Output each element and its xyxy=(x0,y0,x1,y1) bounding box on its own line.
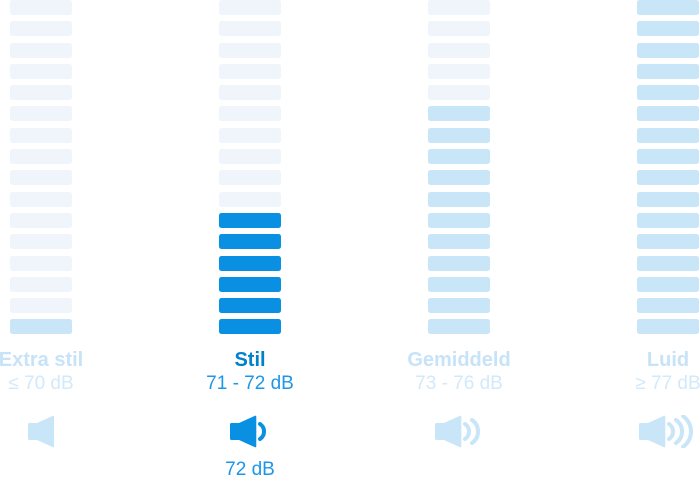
bar-segment-filled xyxy=(219,319,281,335)
bar-segment-filled xyxy=(637,212,699,228)
bar-segment-empty xyxy=(10,255,72,271)
bar-stack xyxy=(219,0,281,335)
bar-segment-filled xyxy=(219,212,281,228)
bar-segment-empty xyxy=(219,170,281,186)
bar-segment-empty xyxy=(219,149,281,165)
bar-segment-filled xyxy=(637,170,699,186)
bar-stack xyxy=(637,0,699,335)
bar-segment-empty xyxy=(10,63,72,79)
bar-segment-filled xyxy=(637,42,699,58)
bar-segment-filled xyxy=(428,212,490,228)
bar-segment-empty xyxy=(10,276,72,292)
column-extra-stil: Extra stil ≤ 70 dB xyxy=(0,0,151,448)
bar-segment-filled xyxy=(637,0,699,15)
bar-segment-filled xyxy=(219,255,281,271)
bar-stack xyxy=(428,0,490,335)
bar-segment-empty xyxy=(10,191,72,207)
bar-segment-filled xyxy=(428,234,490,250)
bar-segment-empty xyxy=(10,21,72,37)
bar-segment-empty xyxy=(10,234,72,250)
bar-segment-empty xyxy=(219,0,281,15)
column-db-range: 73 - 76 dB xyxy=(415,373,503,395)
speaker-0-waves-icon xyxy=(28,415,54,448)
bar-segment-empty xyxy=(219,42,281,58)
bar-segment-filled xyxy=(428,149,490,165)
column-title: Luid xyxy=(646,349,690,372)
column-title: Stil xyxy=(234,349,266,372)
bar-segment-filled xyxy=(219,298,281,314)
speaker-icon xyxy=(434,414,484,448)
bar-segment-empty xyxy=(428,21,490,37)
bar-segment-empty xyxy=(219,191,281,207)
bar-segment-filled xyxy=(428,276,490,292)
speaker-3-waves-icon xyxy=(639,414,694,448)
column-db-range: 71 - 72 dB xyxy=(206,373,294,395)
bar-segment-filled xyxy=(10,319,72,335)
column-title: Extra stil xyxy=(0,349,84,372)
bar-segment-filled xyxy=(637,298,699,314)
bar-segment-filled xyxy=(219,276,281,292)
column-title: Gemiddeld xyxy=(407,349,511,372)
bar-segment-filled xyxy=(637,85,699,101)
bar-segment-filled xyxy=(428,298,490,314)
bar-segment-filled xyxy=(428,319,490,335)
bar-segment-empty xyxy=(10,212,72,228)
speaker-icon xyxy=(28,414,54,448)
bar-segment-empty xyxy=(10,85,72,101)
bar-segment-empty xyxy=(10,149,72,165)
bar-segment-empty xyxy=(428,42,490,58)
bar-segment-empty xyxy=(428,0,490,15)
bar-segment-filled xyxy=(428,106,490,122)
bar-segment-empty xyxy=(219,127,281,143)
bar-segment-filled xyxy=(637,21,699,37)
selected-db-value: 72 dB xyxy=(225,459,275,481)
speaker-icon xyxy=(230,414,270,448)
bar-segment-filled xyxy=(219,234,281,250)
bar-segment-empty xyxy=(10,0,72,15)
bar-segment-filled xyxy=(428,127,490,143)
bar-segment-filled xyxy=(637,106,699,122)
bar-segment-filled xyxy=(637,127,699,143)
bar-segment-empty xyxy=(219,63,281,79)
bar-segment-empty xyxy=(10,170,72,186)
column-gemiddeld: Gemiddeld 73 - 76 dB xyxy=(349,0,569,448)
bar-stack xyxy=(10,0,72,335)
bar-segment-filled xyxy=(637,276,699,292)
bar-segment-empty xyxy=(10,298,72,314)
bar-segment-empty xyxy=(10,106,72,122)
bar-segment-filled xyxy=(637,234,699,250)
column-db-range: ≥ 77 dB xyxy=(635,373,700,395)
bar-segment-empty xyxy=(428,63,490,79)
column-db-range: ≤ 70 dB xyxy=(8,373,74,395)
bar-segment-empty xyxy=(10,127,72,143)
column-luid: Luid ≥ 77 dB xyxy=(558,0,700,448)
bar-segment-filled xyxy=(428,255,490,271)
bar-segment-empty xyxy=(10,42,72,58)
bar-segment-empty xyxy=(219,85,281,101)
column-stil: Stil 71 - 72 dB 72 dB xyxy=(140,0,360,480)
bar-segment-empty xyxy=(219,106,281,122)
speaker-1-waves-icon xyxy=(230,415,267,448)
bar-segment-empty xyxy=(428,85,490,101)
bar-segment-filled xyxy=(637,63,699,79)
bar-segment-empty xyxy=(219,21,281,37)
speaker-2-waves-icon xyxy=(434,415,480,448)
bar-segment-filled xyxy=(637,255,699,271)
bar-segment-filled xyxy=(637,149,699,165)
bar-segment-filled xyxy=(637,191,699,207)
speaker-icon xyxy=(639,414,697,448)
bar-segment-filled xyxy=(428,170,490,186)
bar-segment-filled xyxy=(428,191,490,207)
bar-segment-filled xyxy=(637,319,699,335)
